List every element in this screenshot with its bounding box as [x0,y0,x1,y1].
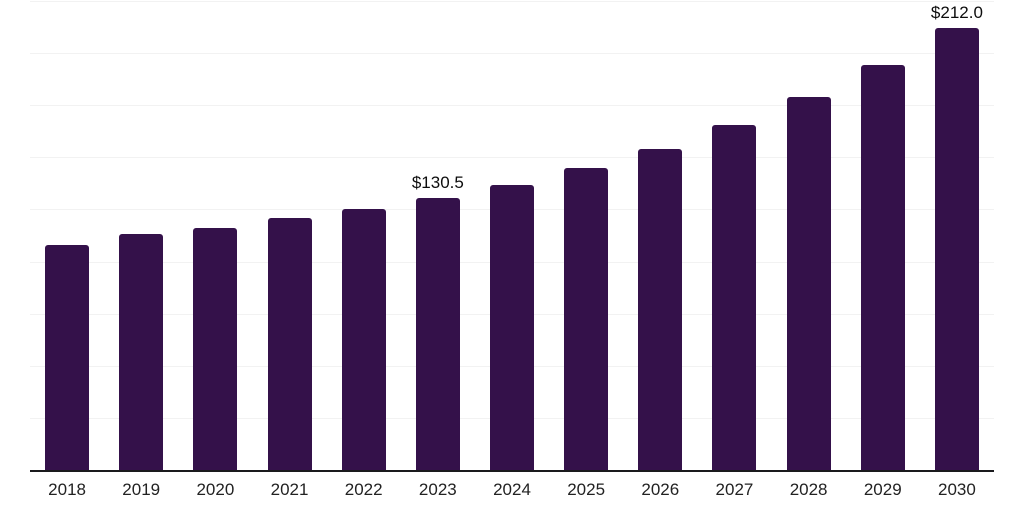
gridline [30,105,994,107]
bar-value-label: $212.0 [930,3,983,23]
bar-2018 [45,244,90,470]
bar-2028 [786,97,831,470]
bar-2030 [934,28,979,470]
x-tick-label: 2022 [344,480,383,499]
x-tick-label: 2025 [567,480,606,499]
x-tick-label: 2024 [493,480,531,499]
x-tick-label: 2029 [863,480,902,499]
x-tick-label: 2026 [641,480,680,499]
bar-2026 [638,149,683,470]
bar-2027 [712,125,757,470]
x-tick-label: 2021 [270,480,309,499]
bar-2029 [860,65,905,470]
x-tick-label: 2019 [122,480,161,499]
gridline [30,53,994,55]
bar-2025 [564,168,609,470]
x-tick-label: 2027 [715,480,754,499]
bar-2020 [193,227,238,470]
bar-2022 [341,209,386,470]
bar-2019 [119,234,164,470]
plot-area: $130.5 $212.0 [30,0,994,472]
gridline [30,1,994,2]
x-tick-label: 2030 [938,480,976,499]
gridline [30,157,994,159]
x-tick-label: 2028 [789,480,828,499]
bar-2023 [415,197,460,470]
x-tick-label: 2023 [418,480,457,499]
x-tick-label: 2018 [48,480,86,499]
bar-2024 [490,185,534,470]
bar-2021 [267,218,312,470]
x-tick-label: 2020 [196,480,235,499]
bar-value-label: $130.5 [411,172,464,192]
